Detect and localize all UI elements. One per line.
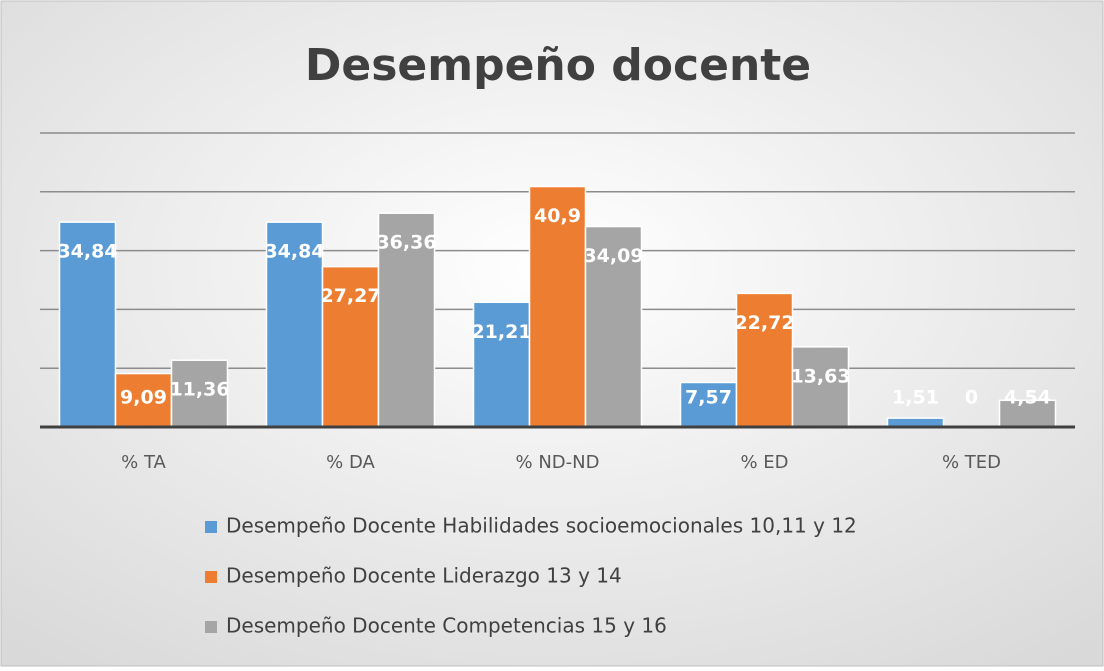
data-label: 40,9 <box>534 205 581 227</box>
legend-label: Desempeño Docente Liderazgo 13 y 14 <box>226 564 622 588</box>
data-label: 22,72 <box>734 312 794 334</box>
data-label: 0 <box>965 387 978 409</box>
data-label: 9,09 <box>120 387 167 409</box>
data-label: 27,27 <box>320 285 380 307</box>
data-label: 34,09 <box>583 245 643 267</box>
x-tick-label: % TA <box>121 452 166 473</box>
data-label: 36,36 <box>376 232 436 254</box>
data-label: 34,84 <box>57 241 117 263</box>
legend-swatch <box>205 621 217 633</box>
data-label: 13,63 <box>790 365 850 387</box>
bar <box>58 221 117 428</box>
data-label: 4,54 <box>1004 387 1051 409</box>
data-label: 21,21 <box>471 321 531 343</box>
bar <box>735 292 794 428</box>
bar <box>377 212 436 428</box>
x-tick-label: % ND-ND <box>516 452 600 473</box>
bar <box>472 301 531 428</box>
bar <box>791 346 850 428</box>
data-label: 1,51 <box>892 387 939 409</box>
legend-swatch <box>205 571 217 583</box>
bar <box>584 225 643 428</box>
x-tick-label: % DA <box>326 452 375 473</box>
data-label: 34,84 <box>264 241 324 263</box>
legend-label: Desempeño Docente Habilidades socioemoci… <box>226 514 857 538</box>
bar <box>265 221 324 428</box>
bar <box>321 265 380 428</box>
chart-title: Desempeño docente <box>305 40 811 91</box>
x-tick-label: % ED <box>740 452 788 473</box>
data-label: 7,57 <box>685 387 732 409</box>
x-tick-label: % TED <box>942 452 1001 473</box>
data-label: 11,36 <box>169 379 229 401</box>
legend-label: Desempeño Docente Competencias 15 y 16 <box>226 614 667 638</box>
legend-swatch <box>205 521 217 533</box>
